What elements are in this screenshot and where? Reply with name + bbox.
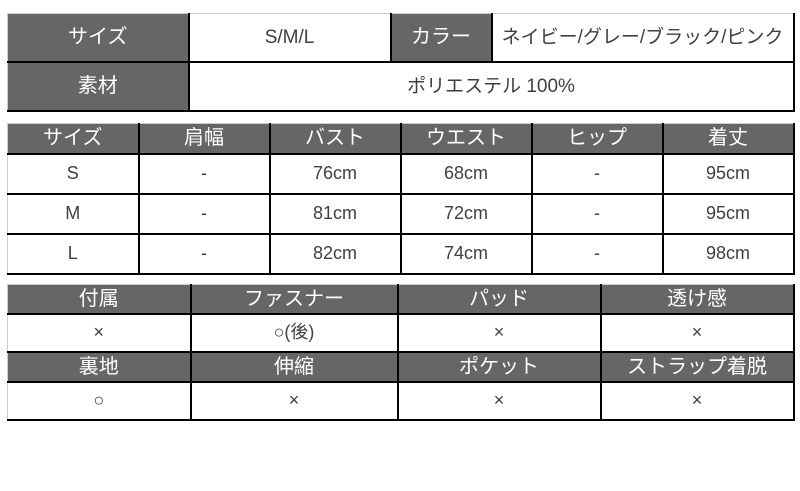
size-s-shoulder: -	[137, 153, 271, 195]
size-m-waist: 72cm	[399, 193, 533, 235]
material-value: ポリエステル 100%	[187, 61, 795, 112]
col-header-sheerness: 透け感	[599, 284, 795, 315]
col-header-strap: ストラップ着脱	[599, 351, 795, 383]
col-header-hip: ヒップ	[530, 123, 664, 155]
size-m-length: 95cm	[661, 193, 795, 235]
spec-row-material: 素材 ポリエステル 100%	[7, 61, 795, 112]
size-m-label: M	[7, 193, 140, 235]
color-value: ネイビー/グレー/ブラック/ピンク	[490, 13, 795, 63]
col-header-shoulder: 肩幅	[137, 123, 271, 155]
size-l-bust: 82cm	[268, 233, 402, 275]
color-label: カラー	[389, 13, 493, 63]
features-value-row-2: ○ × × ×	[7, 381, 795, 421]
strap-value: ×	[599, 381, 795, 421]
features-value-row-1: × ○(後) × ×	[7, 313, 795, 353]
material-label: 素材	[7, 61, 190, 112]
features-header-row-1: 付属 ファスナー パッド 透け感	[7, 284, 795, 315]
measurements-row-m: M - 81cm 72cm - 95cm	[7, 193, 795, 235]
pocket-value: ×	[396, 381, 602, 421]
zipper-value: ○(後)	[189, 313, 399, 353]
features-header-row-2: 裏地 伸縮 ポケット ストラップ着脱	[7, 351, 795, 383]
size-s-waist: 68cm	[399, 153, 533, 195]
col-header-pad: パッド	[396, 284, 602, 315]
col-header-zipper: ファスナー	[189, 284, 399, 315]
size-l-label: L	[7, 233, 140, 275]
measurements-row-s: S - 76cm 68cm - 95cm	[7, 153, 795, 195]
stretch-value: ×	[189, 381, 399, 421]
size-s-length: 95cm	[661, 153, 795, 195]
measurements-header-row: サイズ 肩幅 バスト ウエスト ヒップ 着丈	[7, 123, 795, 155]
measurements-row-l: L - 82cm 74cm - 98cm	[7, 233, 795, 275]
lining-value: ○	[7, 381, 192, 421]
size-measurements-table: サイズ 肩幅 バスト ウエスト ヒップ 着丈 S - 76cm 68cm - 9…	[7, 123, 795, 275]
col-header-stretch: 伸縮	[189, 351, 399, 383]
size-l-hip: -	[530, 233, 664, 275]
size-s-hip: -	[530, 153, 664, 195]
pad-value: ×	[396, 313, 602, 353]
size-s-label: S	[7, 153, 140, 195]
size-m-shoulder: -	[137, 193, 271, 235]
col-header-lining: 裏地	[7, 351, 192, 383]
accessory-value: ×	[7, 313, 192, 353]
size-s-bust: 76cm	[268, 153, 402, 195]
size-value: S/M/L	[187, 13, 392, 63]
size-l-shoulder: -	[137, 233, 271, 275]
size-l-waist: 74cm	[399, 233, 533, 275]
size-m-bust: 81cm	[268, 193, 402, 235]
size-m-hip: -	[530, 193, 664, 235]
size-l-length: 98cm	[661, 233, 795, 275]
product-spec-table: サイズ S/M/L カラー ネイビー/グレー/ブラック/ピンク 素材 ポリエステ…	[7, 13, 795, 112]
features-table: 付属 ファスナー パッド 透け感 × ○(後) × × 裏地 伸縮 ポケット ス…	[7, 284, 795, 421]
col-header-length: 着丈	[661, 123, 795, 155]
col-header-bust: バスト	[268, 123, 402, 155]
col-header-accessory: 付属	[7, 284, 192, 315]
col-header-pocket: ポケット	[396, 351, 602, 383]
spec-row-size-color: サイズ S/M/L カラー ネイビー/グレー/ブラック/ピンク	[7, 13, 795, 63]
col-header-size: サイズ	[7, 123, 140, 155]
size-label: サイズ	[7, 13, 190, 63]
col-header-waist: ウエスト	[399, 123, 533, 155]
sheerness-value: ×	[599, 313, 795, 353]
